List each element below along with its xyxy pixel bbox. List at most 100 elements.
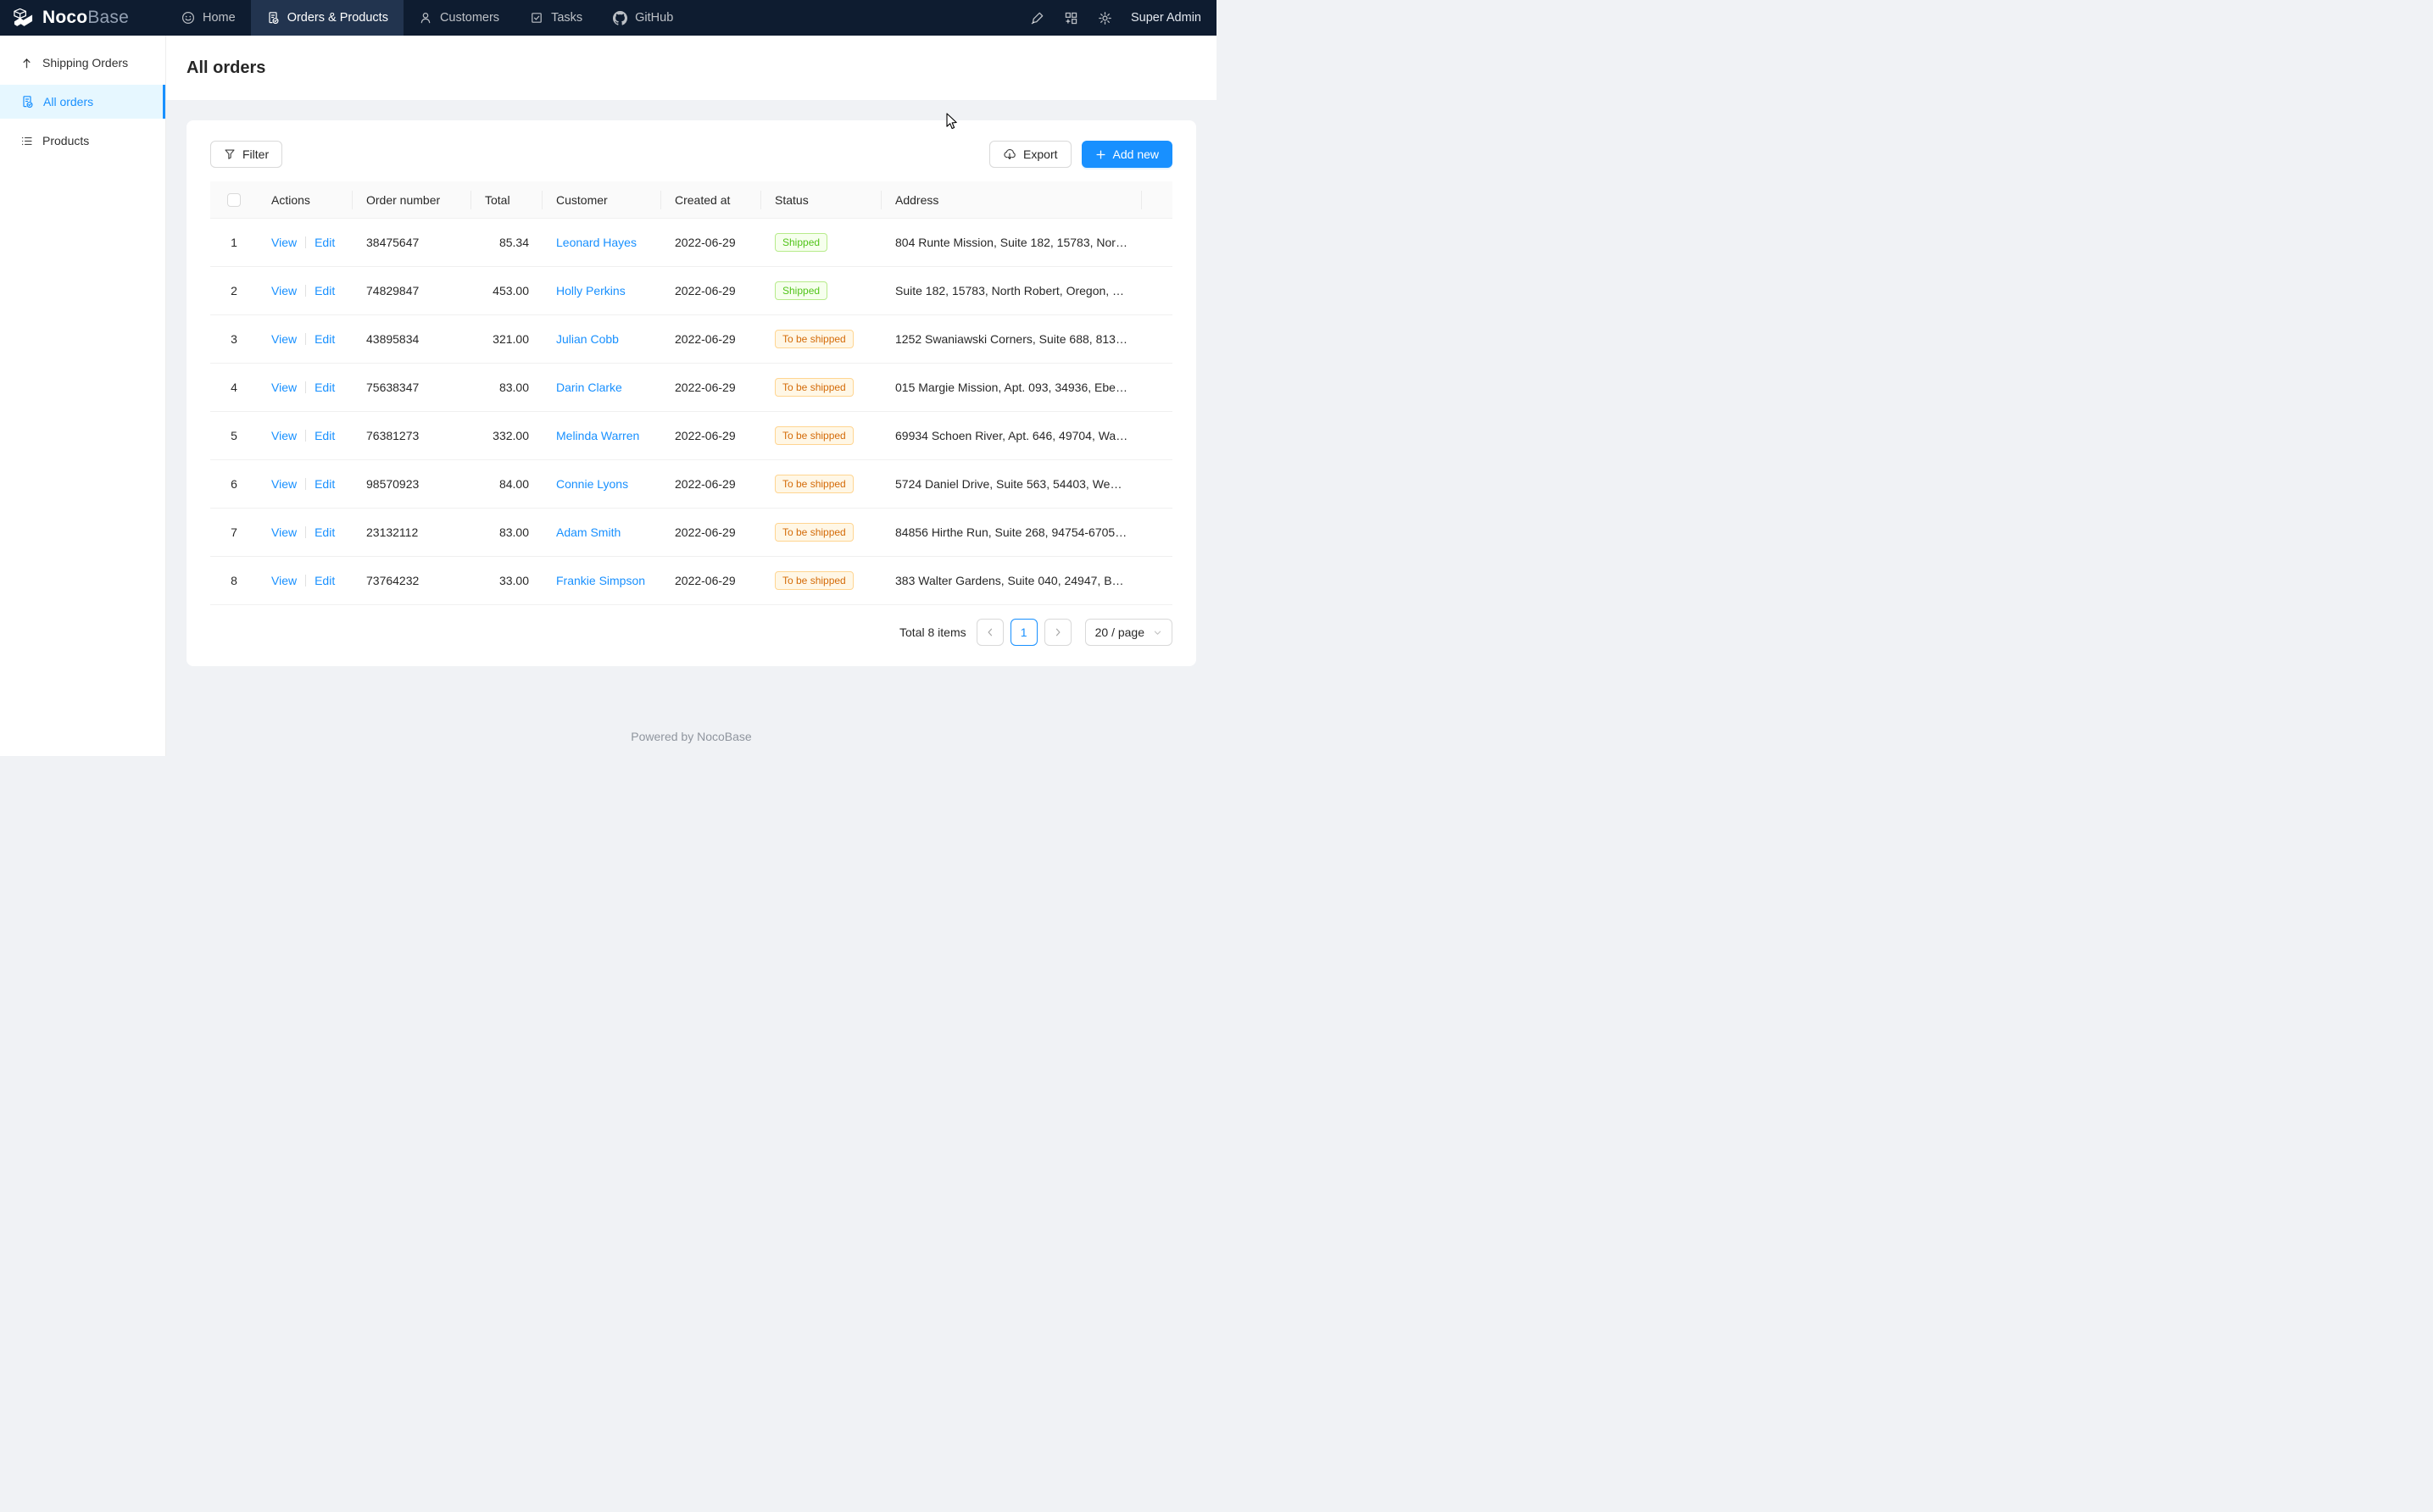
nav-tab-label: Home	[203, 11, 236, 25]
nav-tabs: Home Orders & Products Cust	[166, 0, 688, 36]
address-cell: 1252 Swaniawski Corners, Suite 688, 8137…	[882, 314, 1142, 364]
add-new-button[interactable]: Add new	[1081, 141, 1172, 168]
edit-link[interactable]: Edit	[315, 381, 336, 395]
page-size-select[interactable]: 20 / page	[1084, 619, 1172, 647]
status-badge: To be shipped	[775, 571, 854, 591]
nocobase-logo-icon	[12, 8, 35, 29]
nav-tab-label: GitHub	[635, 11, 674, 25]
customer-link[interactable]: Julian Cobb	[556, 332, 619, 347]
nocobase-logo[interactable]: NocoBase	[0, 0, 166, 36]
top-nav: NocoBase Home	[0, 0, 1216, 36]
created-at-cell: 2022-06-29	[661, 556, 761, 606]
row-index: 8	[231, 574, 237, 588]
action-divider	[305, 430, 307, 442]
settings-gear-icon	[1098, 11, 1112, 25]
pagination-next-button[interactable]	[1044, 619, 1072, 647]
status-badge: Shipped	[775, 233, 828, 253]
total-cell: 83.00	[471, 508, 543, 558]
col-header-spacer	[1142, 181, 1172, 220]
col-header-total: Total	[471, 181, 543, 220]
row-index: 4	[231, 381, 237, 395]
table-row: 6 View Edit 98570923 84.00 Connie Lyons 2…	[210, 459, 1172, 509]
col-header-order-number: Order number	[353, 181, 471, 220]
action-divider	[305, 575, 307, 587]
col-header-actions: Actions	[258, 181, 353, 220]
total-cell: 453.00	[471, 266, 543, 316]
nav-tab-github[interactable]: GitHub	[598, 0, 688, 36]
edit-link[interactable]: Edit	[315, 574, 336, 588]
view-link[interactable]: View	[271, 381, 298, 395]
order-number-cell: 75638347	[353, 363, 471, 413]
orders-card: Filter Export	[187, 120, 1196, 667]
sidebar-item-label: Products	[42, 134, 90, 147]
nav-tab-home[interactable]: Home	[166, 0, 251, 36]
edit-link[interactable]: Edit	[315, 332, 336, 347]
nav-right: Super Admin	[1021, 0, 1216, 36]
view-link[interactable]: View	[271, 574, 298, 588]
sidebar-item-shipping-orders[interactable]: Shipping Orders	[0, 46, 165, 80]
sidebar-item-label: All orders	[43, 95, 94, 108]
ui-editor-button[interactable]	[1021, 0, 1055, 36]
table-row: 2 View Edit 74829847 453.00 Holly Perkins…	[210, 266, 1172, 316]
customer-link[interactable]: Holly Perkins	[556, 284, 626, 298]
customer-link[interactable]: Connie Lyons	[556, 477, 629, 492]
user-menu[interactable]: Super Admin	[1130, 11, 1201, 25]
page-size-value: 20 / page	[1094, 625, 1144, 640]
table-row: 3 View Edit 43895834 321.00 Julian Cobb 2…	[210, 314, 1172, 364]
plugin-manager-button[interactable]	[1055, 0, 1088, 36]
customer-link[interactable]: Melinda Warren	[556, 429, 640, 443]
edit-link[interactable]: Edit	[315, 236, 336, 250]
edit-link[interactable]: Edit	[315, 525, 336, 540]
pagination-page-1-button[interactable]: 1	[1010, 619, 1038, 647]
created-at-cell: 2022-06-29	[661, 218, 761, 268]
view-link[interactable]: View	[271, 429, 298, 443]
customer-link[interactable]: Adam Smith	[556, 525, 621, 540]
row-index: 1	[231, 236, 237, 250]
edit-link[interactable]: Edit	[315, 429, 336, 443]
address-cell: 804 Runte Mission, Suite 182, 15783, Nor…	[882, 218, 1142, 268]
export-button[interactable]: Export	[989, 141, 1072, 168]
view-link[interactable]: View	[271, 332, 298, 347]
powered-by-text: Powered by NocoBase	[631, 730, 752, 743]
row-index: 7	[231, 525, 237, 540]
address-cell: 383 Walter Gardens, Suite 040, 24947, Be…	[882, 556, 1142, 606]
nav-tab-customers[interactable]: Customers	[404, 0, 515, 36]
edit-link[interactable]: Edit	[315, 284, 336, 298]
customer-link[interactable]: Leonard Hayes	[556, 236, 637, 250]
status-badge: To be shipped	[775, 523, 854, 542]
content-area: All orders Filter	[166, 36, 1216, 756]
edit-link[interactable]: Edit	[315, 477, 336, 492]
action-divider	[305, 285, 307, 297]
nav-tab-orders-products[interactable]: Orders & Products	[250, 0, 404, 36]
logo-wordmark: NocoBase	[42, 8, 129, 27]
nav-tab-tasks[interactable]: Tasks	[515, 0, 598, 36]
nav-tab-label: Customers	[439, 11, 500, 25]
pagination-prev-button[interactable]	[976, 619, 1004, 647]
page-body: Filter Export	[166, 100, 1216, 756]
order-number-cell: 98570923	[353, 459, 471, 509]
address-cell: 5724 Daniel Drive, Suite 563, 54403, Wen…	[882, 459, 1142, 509]
customer-link[interactable]: Darin Clarke	[556, 381, 622, 395]
settings-button[interactable]	[1088, 0, 1122, 36]
customer-link[interactable]: Frankie Simpson	[556, 574, 646, 588]
pagination: Total 8 items 1 20 / page	[210, 619, 1172, 647]
filter-button-label: Filter	[242, 147, 270, 161]
arrow-up-icon	[20, 57, 33, 69]
order-number-cell: 74829847	[353, 266, 471, 316]
total-cell: 332.00	[471, 411, 543, 461]
created-at-cell: 2022-06-29	[661, 459, 761, 509]
col-header-created-at: Created at	[661, 181, 761, 220]
filter-button[interactable]: Filter	[210, 141, 283, 168]
total-cell: 84.00	[471, 459, 543, 509]
sidebar-item-products[interactable]: Products	[0, 124, 165, 158]
select-all-checkbox[interactable]	[227, 193, 241, 208]
sidebar-item-all-orders[interactable]: All orders	[0, 85, 165, 119]
order-number-cell: 23132112	[353, 508, 471, 558]
view-link[interactable]: View	[271, 525, 298, 540]
view-link[interactable]: View	[271, 236, 298, 250]
action-divider	[305, 236, 307, 249]
status-badge: Shipped	[775, 281, 828, 301]
order-number-cell: 76381273	[353, 411, 471, 461]
view-link[interactable]: View	[271, 284, 298, 298]
view-link[interactable]: View	[271, 477, 298, 492]
